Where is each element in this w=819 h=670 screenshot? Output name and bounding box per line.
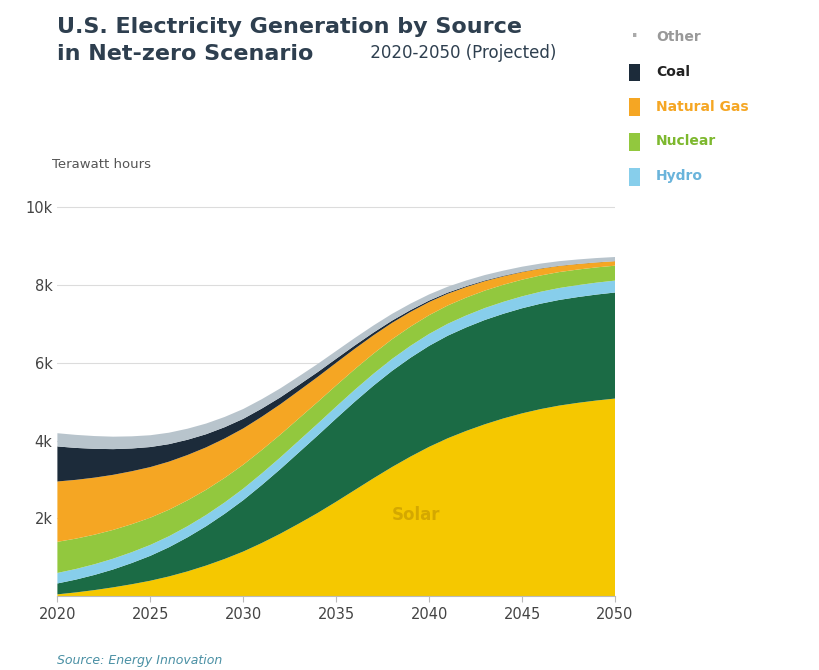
Text: Natural Gas: Natural Gas (655, 100, 748, 113)
Text: Other: Other (655, 30, 700, 44)
Text: Wind: Wind (428, 358, 476, 376)
Text: Nuclear: Nuclear (655, 135, 715, 148)
Text: Solar: Solar (391, 506, 440, 523)
Text: Coal: Coal (655, 65, 689, 78)
Text: Source: Energy Innovation: Source: Energy Innovation (57, 654, 223, 667)
Text: Terawatt hours: Terawatt hours (52, 158, 151, 172)
Text: in Net-zero Scenario: in Net-zero Scenario (57, 44, 314, 64)
Text: ·: · (631, 27, 638, 46)
Text: Hydro: Hydro (655, 170, 702, 183)
Text: U.S. Electricity Generation by Source: U.S. Electricity Generation by Source (57, 17, 522, 37)
Text: 2020-2050 (Projected): 2020-2050 (Projected) (364, 44, 555, 62)
